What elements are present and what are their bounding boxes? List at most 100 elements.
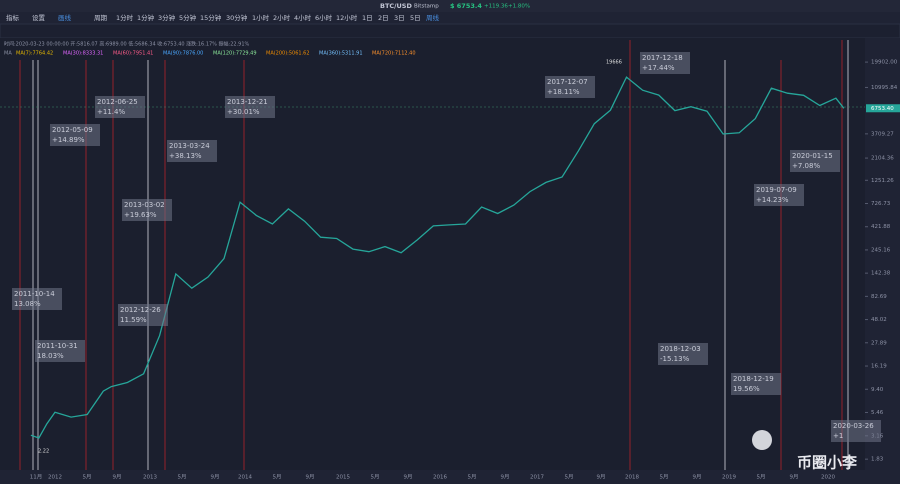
ma-value: MA(360):5311.91 (319, 51, 363, 57)
event-lines (19, 40, 843, 470)
y-tick-label: 16.19 (871, 364, 887, 370)
x-tick-label: 2012 (48, 475, 62, 481)
x-tick-label: 9月 (404, 474, 413, 481)
y-tick-label: 2104.36 (871, 156, 894, 162)
period-button[interactable]: 1小时 (252, 13, 270, 22)
annotation-date: 2018-12-19 (733, 375, 774, 383)
annotation-change: 18.03% (37, 352, 64, 360)
annotation-box (118, 304, 168, 326)
low-label: 2.22 (38, 449, 49, 455)
period-button[interactable]: 1分时 (116, 13, 134, 22)
ma-value: MA(90):7876.00 (163, 51, 203, 57)
annotation-change: +14.89% (52, 136, 85, 144)
y-tick-label: 421.88 (871, 224, 891, 230)
x-tick-label: 2018 (625, 475, 639, 481)
ma-value: MA(60):7951.41 (113, 51, 153, 57)
annotation-box (640, 52, 690, 74)
period-button[interactable]: 6小时 (315, 13, 333, 22)
x-tick-label: 2020 (821, 475, 835, 481)
annotation-box (831, 420, 881, 442)
period-button[interactable]: 周线 (426, 13, 440, 22)
x-tick-label: 9月 (113, 474, 122, 481)
period-button[interactable]: 1分钟 (137, 13, 155, 22)
x-tick-label: 9月 (306, 474, 315, 481)
exchange: Bitstamp (414, 4, 439, 10)
toolbar-button[interactable]: 画线 (58, 13, 72, 22)
annotation-change: 11.59% (120, 316, 147, 324)
change: +119.36 (484, 4, 508, 10)
x-tick-label: 5月 (273, 474, 282, 481)
annotation-box (658, 343, 708, 365)
annotation-date: 2011-10-14 (14, 290, 55, 298)
annotation-date: 2013-03-24 (169, 142, 210, 150)
y-tick-label: 27.89 (871, 340, 887, 346)
x-tick-label: 2019 (722, 475, 736, 481)
period-button[interactable]: 5日 (410, 14, 421, 22)
annotation-change: -15.13% (660, 355, 690, 363)
y-tick-label: 9.40 (871, 387, 884, 393)
annotation-box (122, 199, 172, 221)
x-tick-label: 5月 (83, 474, 92, 481)
watermark: 币圈小李 (797, 454, 858, 472)
annotation-box (545, 76, 595, 98)
period-button[interactable]: 5分钟 (179, 13, 197, 22)
y-tick-label: 1.83 (871, 457, 884, 463)
ma-value: MA(30):8333.31 (63, 51, 103, 57)
draw-toolbar (0, 23, 900, 39)
annotation-box (12, 288, 62, 310)
ma-label: MA (4, 51, 12, 57)
x-tick-label: 2014 (238, 475, 252, 481)
x-tick-label: 5月 (371, 474, 380, 481)
toolbar-button[interactable]: 指标 (6, 13, 20, 22)
watermark-icon (752, 430, 772, 450)
y-tick-label: 142.38 (871, 271, 891, 277)
y-tick-label: 5.46 (871, 410, 884, 416)
time-axis (0, 470, 865, 484)
annotation-date: 2018-12-03 (660, 345, 701, 353)
period-button[interactable]: 2日 (378, 14, 389, 22)
period-button[interactable]: 15分钟 (200, 13, 222, 22)
annotation-date: 2011-10-31 (37, 342, 78, 350)
y-tick-label: 19902.00 (871, 60, 898, 66)
annotation-date: 2020-01-15 (792, 152, 833, 160)
annotation-box (790, 150, 840, 172)
period-button[interactable]: 30分钟 (226, 13, 248, 22)
x-tick-label: 5月 (757, 474, 766, 481)
annotation-change: +19.63% (124, 211, 157, 219)
top-bar (0, 0, 900, 12)
price: $ 6753.4 (450, 2, 482, 10)
ma-value: MA(120):7729.49 (213, 51, 257, 57)
marker-lines (32, 40, 849, 470)
change-pct: +1.80% (508, 4, 530, 10)
price-axis (865, 38, 900, 484)
period-button[interactable]: 4小时 (294, 13, 312, 22)
annotation-box (50, 124, 100, 146)
x-tick-label: 2013 (143, 475, 157, 481)
annotation-box (731, 373, 781, 395)
last-price-label: 6753.40 (871, 106, 894, 112)
ma-value: MA(7):7764.42 (16, 51, 53, 57)
x-tick-label: 11月 (30, 474, 43, 481)
period-button[interactable]: 1日 (362, 14, 373, 22)
y-tick-label: 82.69 (871, 294, 887, 300)
toolbar-button[interactable]: 设置 (32, 13, 46, 22)
period-label: 周期 (94, 14, 108, 22)
annotation-box (35, 340, 85, 362)
annotation-date: 2013-03-02 (124, 201, 165, 209)
x-tick-label: 5月 (468, 474, 477, 481)
toolbar (0, 12, 900, 24)
annotation-change: +14.23% (756, 196, 789, 204)
annotation-box (167, 140, 217, 162)
x-tick-label: 9月 (597, 474, 606, 481)
period-button[interactable]: 3分钟 (158, 13, 176, 22)
annotation-date: 2012-05-09 (52, 126, 93, 134)
period-button[interactable]: 12小时 (336, 13, 358, 22)
ma-value: MA(200):5061.62 (266, 51, 310, 57)
annotation-date: 2012-12-26 (120, 306, 161, 314)
period-button[interactable]: 2小时 (273, 13, 291, 22)
annotation-date: 2013-12-21 (227, 98, 268, 106)
x-tick-label: 5月 (178, 474, 187, 481)
annotation-date: 2017-12-18 (642, 54, 683, 62)
period-button[interactable]: 3日 (394, 14, 405, 22)
y-tick-label: 726.73 (871, 201, 891, 207)
